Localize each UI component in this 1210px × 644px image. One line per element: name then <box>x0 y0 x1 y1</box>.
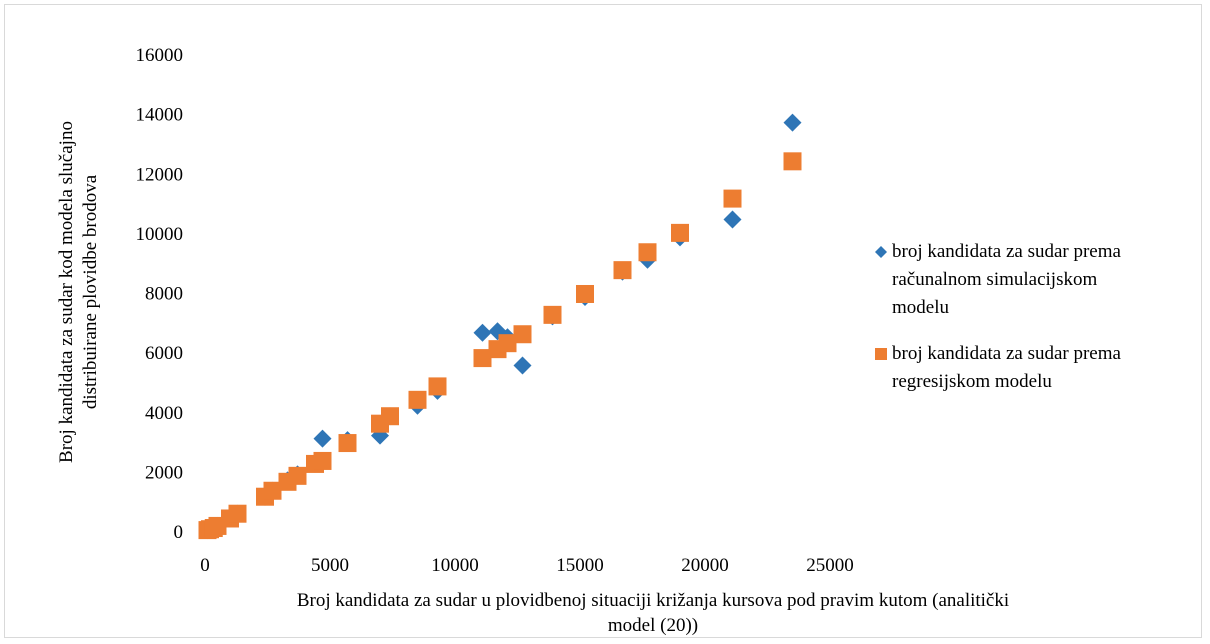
y-tick-label: 8000 <box>145 284 183 305</box>
data-point-square <box>338 434 357 453</box>
y-tick-label: 6000 <box>145 343 183 364</box>
y-tick-label: 12000 <box>136 164 184 185</box>
data-point-diamond <box>313 429 332 448</box>
x-tick-labels: 0 5000 10000 15000 20000 25000 <box>200 555 854 576</box>
x-tick-label: 25000 <box>806 555 854 576</box>
data-point-diamond <box>473 323 492 342</box>
legend-label-line: broj kandidata za sudar prema <box>892 241 1121 262</box>
data-point-square <box>313 451 332 470</box>
y-tick-label: 2000 <box>145 462 183 483</box>
square-marker-icon <box>875 348 887 360</box>
y-tick-label: 16000 <box>136 45 184 66</box>
data-point-square <box>513 325 532 344</box>
data-point-square <box>783 152 802 171</box>
legend-item-simulation: broj kandidata za sudar prema računalnom … <box>870 238 1200 322</box>
x-tick-label: 0 <box>200 555 210 576</box>
y-tick-label: 4000 <box>145 403 183 424</box>
data-point-square <box>228 504 247 523</box>
legend-label-line: modelu <box>892 297 949 318</box>
data-point-square <box>543 305 562 324</box>
data-point-square <box>473 349 492 368</box>
legend: broj kandidata za sudar prema računalnom … <box>870 238 1200 414</box>
y-axis-title-text: Broj kandidata za sudar kod modela sluča… <box>56 121 101 463</box>
y-tick-label: 10000 <box>136 224 184 245</box>
data-point-diamond <box>513 356 532 375</box>
data-point-square <box>263 481 282 500</box>
data-point-square <box>381 407 399 426</box>
legend-label-line: regresijskom modelu <box>892 371 1052 392</box>
legend-item-regression: broj kandidata za sudar prema regresijsko… <box>870 340 1200 396</box>
legend-label-line: broj kandidata za sudar prema <box>892 343 1121 364</box>
data-point-diamond <box>783 113 802 132</box>
data-point-square <box>638 243 657 262</box>
legend-label-line: računalnom simulacijskom <box>892 269 1098 290</box>
y-tick-label: 14000 <box>136 105 184 126</box>
data-point-diamond <box>723 210 742 229</box>
data-point-square <box>428 377 447 396</box>
diamond-marker-icon <box>875 246 887 258</box>
x-tick-label: 5000 <box>311 555 349 576</box>
x-axis-title: Broj kandidata za sudar u plovidbenoj si… <box>297 590 1009 636</box>
x-tick-label: 10000 <box>431 555 479 576</box>
x-tick-label: 20000 <box>681 555 729 576</box>
data-point-square <box>408 390 427 409</box>
x-tick-label: 15000 <box>556 555 604 576</box>
data-point-square <box>576 284 594 303</box>
x-axis-title-text: Broj kandidata za sudar u plovidbenoj si… <box>297 590 1009 636</box>
y-tick-label: 0 <box>174 522 184 543</box>
data-point-square <box>498 334 517 353</box>
data-point-square <box>723 189 742 208</box>
data-point-square <box>288 466 307 485</box>
y-tick-labels: 0 2000 4000 6000 8000 10000 12000 14000 16000 <box>136 45 184 543</box>
data-point-square <box>613 261 632 280</box>
y-axis-title: Broj kandidata za sudar kod modela sluča… <box>56 121 101 463</box>
series-layer <box>198 113 802 540</box>
series-2 <box>198 152 802 540</box>
data-point-square <box>671 223 689 242</box>
